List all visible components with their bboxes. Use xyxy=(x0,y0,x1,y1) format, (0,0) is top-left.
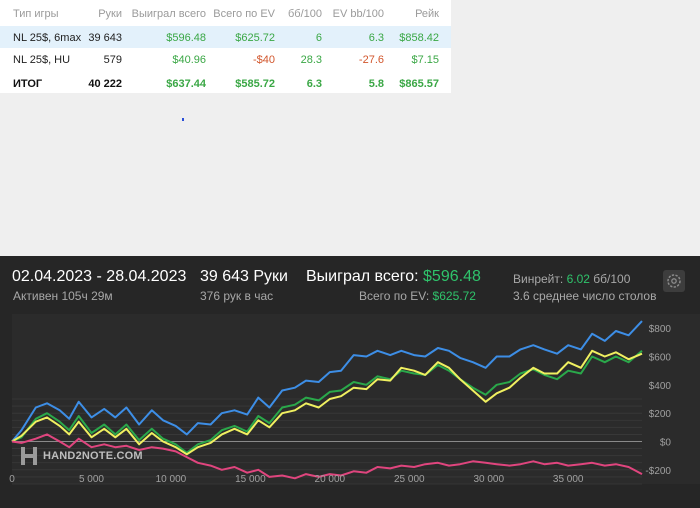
cell-bb100: 6 xyxy=(315,32,322,44)
avg-tables: 3.6 среднее число столов xyxy=(513,289,657,303)
series-line-1 xyxy=(11,350,643,454)
won-total-value: $596.48 xyxy=(423,268,481,285)
profit-chart: -$200 $0 $200 $400 $600 $800 0 5 000 10 000 15 0… xyxy=(9,320,671,485)
cell-bb100: 28.3 xyxy=(300,54,322,66)
settings-button[interactable] xyxy=(663,270,685,292)
hand2note-logo-icon xyxy=(21,447,37,465)
col-header-hands[interactable]: Руки xyxy=(98,8,122,20)
y-tick-label: $600 xyxy=(649,353,672,364)
ev-total: Всего по EV: $625.72 xyxy=(359,289,476,303)
x-tick-label: 30 000 xyxy=(473,474,504,485)
y-tick-label: $0 xyxy=(660,438,672,449)
chart-series xyxy=(11,320,643,480)
cell-hands: 39 643 xyxy=(88,32,122,44)
col-header-won[interactable]: Выиграл всего xyxy=(131,8,206,20)
ev-total-label: Всего по EV: xyxy=(359,289,430,303)
y-tick-label: $200 xyxy=(649,409,672,420)
hands-count: 39 643 Руки xyxy=(200,268,288,285)
cell-total-label: ИТОГ xyxy=(13,78,43,90)
cell-total-ev-bb100: 5.8 xyxy=(368,78,384,90)
x-tick-label: 5 000 xyxy=(79,474,104,485)
x-tick-label: 35 000 xyxy=(553,474,584,485)
cell-total-rake: $865.57 xyxy=(399,78,439,90)
cell-game: NL 25$, 6max xyxy=(13,32,82,44)
col-header-bb100[interactable]: бб/100 xyxy=(287,8,322,20)
y-axis-labels: -$200 $0 $200 $400 $600 $800 xyxy=(645,324,671,477)
y-tick-label: $400 xyxy=(649,381,672,392)
table-header-row: Тип игры Руки Выиграл всего Всего по EV … xyxy=(0,0,451,26)
cell-game: NL 25$, HU xyxy=(13,54,71,66)
hand2note-logo: HAND2NOTE.COM xyxy=(20,446,143,466)
x-tick-label: 0 xyxy=(9,474,15,485)
ev-total-value: $625.72 xyxy=(432,289,476,303)
cell-rake: $7.15 xyxy=(411,54,439,66)
y-tick-label: $800 xyxy=(649,324,672,335)
cell-total-hands: 40 222 xyxy=(88,78,122,90)
series-line-0 xyxy=(11,320,643,443)
table-total-row: ИТОГ 40 222 $637.44 $585.72 6.3 5.8 $865… xyxy=(0,72,451,92)
col-header-rake[interactable]: Рейк xyxy=(415,8,439,20)
hands-per-hour: 376 рук в час xyxy=(200,289,274,303)
gear-icon xyxy=(667,274,681,288)
cell-total-bb100: 6.3 xyxy=(306,78,322,90)
x-axis-labels: 0 5 000 10 000 15 000 20 000 25 000 30 000 35 0… xyxy=(9,474,584,485)
cell-rake: $858.42 xyxy=(399,32,439,44)
cell-ev-bb100: -27.6 xyxy=(358,54,384,66)
col-header-game-type[interactable]: Тип игры xyxy=(13,8,59,20)
cell-hands: 579 xyxy=(103,54,122,66)
won-total-label: Выиграл всего: xyxy=(306,268,419,285)
winrate-value: 6.02 xyxy=(566,272,590,286)
y-tick-label: -$200 xyxy=(645,466,671,477)
series-line-3 xyxy=(11,433,643,480)
active-time: Активен 105ч 29м xyxy=(13,289,113,303)
table-row[interactable]: NL 25$, HU 579 $40.96 -$40 28.3 -27.6 $7… xyxy=(0,48,451,72)
table-row[interactable]: NL 25$, 6max 39 643 $596.48 $625.72 6 6.… xyxy=(0,26,451,48)
x-tick-label: 15 000 xyxy=(235,474,266,485)
stray-mark xyxy=(182,118,184,121)
winrate-label: Винрейт: xyxy=(513,272,564,286)
x-tick-label: 20 000 xyxy=(315,474,346,485)
x-tick-label: 25 000 xyxy=(394,474,425,485)
cell-ev-bb100: 6.3 xyxy=(368,32,384,44)
col-header-ev[interactable]: Всего по EV xyxy=(213,8,275,20)
cell-won: $40.96 xyxy=(172,54,206,66)
series-line-2 xyxy=(11,349,643,456)
won-total: Выиграл всего: $596.48 xyxy=(306,268,481,286)
cell-won: $596.48 xyxy=(166,32,206,44)
x-tick-label: 10 000 xyxy=(156,474,187,485)
cell-ev: -$40 xyxy=(252,54,275,66)
logo-text: HAND2NOTE.COM xyxy=(43,450,143,462)
date-range: 02.04.2023 - 28.04.2023 xyxy=(12,268,187,285)
winrate: Винрейт: 6.02 бб/100 xyxy=(513,272,630,286)
cell-ev: $625.72 xyxy=(235,32,275,44)
game-type-table: Тип игры Руки Выиграл всего Всего по EV … xyxy=(0,0,451,93)
cell-total-ev: $585.72 xyxy=(235,78,275,90)
cell-total-won: $637.44 xyxy=(166,78,206,90)
col-header-ev-bb100[interactable]: EV bb/100 xyxy=(332,8,384,20)
winrate-unit: бб/100 xyxy=(593,272,631,286)
